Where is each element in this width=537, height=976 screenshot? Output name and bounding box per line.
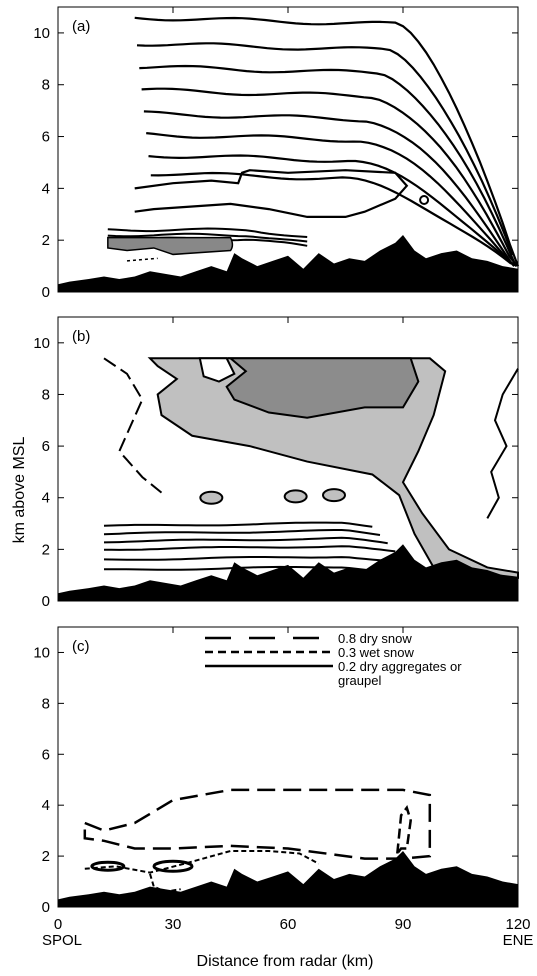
y-axis-title: km above MSL — [11, 437, 28, 544]
x-tick-label: 0 — [54, 916, 62, 933]
y-tick-label: 4 — [42, 180, 50, 197]
dry-snow-contour — [83, 788, 432, 860]
side-contour — [486, 368, 519, 519]
contour-line — [148, 154, 518, 268]
x-tick-label: 30 — [165, 916, 182, 933]
terrain — [58, 544, 518, 601]
y-tick-label: 0 — [42, 593, 50, 610]
graupel-contour — [152, 859, 194, 873]
y-tick-label: 8 — [42, 386, 50, 403]
x-axis-title: Distance from radar (km) — [197, 953, 374, 970]
light-blob — [283, 489, 308, 504]
contour-loop — [419, 195, 430, 206]
stratified-contour — [104, 545, 396, 553]
contour-line — [134, 169, 409, 218]
panel-b: 0 2 4 6 8 10 (b) — [33, 316, 519, 610]
y-tick-label: 2 — [42, 232, 50, 249]
terrain — [58, 851, 518, 907]
legend-label: graupel — [338, 673, 381, 688]
x-tick-label: 90 — [395, 916, 412, 933]
y-tick-label: 10 — [33, 644, 50, 661]
contour-line — [136, 42, 514, 256]
x-tick-label: 60 — [280, 916, 297, 933]
y-tick-label: 4 — [42, 797, 50, 814]
dark-shaded-region — [225, 357, 420, 419]
graupel-contour — [90, 860, 126, 872]
y-tick-label: 10 — [33, 25, 50, 42]
light-blob — [199, 490, 224, 505]
y-tick-label: 8 — [42, 695, 50, 712]
legend-label: 0.2 dry aggregates or — [338, 659, 462, 674]
terrain — [58, 235, 518, 292]
stratified-contour — [103, 556, 404, 564]
dry-snow-contour — [396, 804, 412, 855]
x-end-label-left: SPOL — [42, 932, 82, 949]
panel-tag: (c) — [72, 638, 90, 655]
stratified-contour — [103, 536, 388, 545]
contour-line — [141, 87, 519, 267]
stratified-contour — [103, 529, 381, 536]
y-tick-label: 2 — [42, 541, 50, 558]
x-tick-label: 120 — [505, 916, 530, 933]
clear-region — [198, 357, 236, 383]
y-tick-label: 10 — [33, 335, 50, 352]
dashed-contour — [126, 257, 158, 262]
shaded-region — [107, 236, 234, 256]
y-tick-label: 4 — [42, 490, 50, 507]
contour-line — [134, 16, 520, 267]
y-tick-label: 2 — [42, 848, 50, 865]
x-end-label-right: ENE — [503, 932, 534, 949]
contour-line — [107, 227, 308, 238]
y-tick-label: 6 — [42, 129, 50, 146]
panel-tag: (b) — [72, 328, 90, 345]
panel-a: 0 2 4 6 8 10 (a) — [33, 6, 520, 301]
contour-line — [146, 132, 515, 267]
light-blob — [322, 488, 346, 503]
legend-label: 0.3 wet snow — [338, 645, 414, 660]
y-tick-label: 6 — [42, 438, 50, 455]
stratified-contour — [103, 521, 373, 528]
side-contour — [103, 357, 163, 494]
y-tick-label: 6 — [42, 746, 50, 763]
panel-tag: (a) — [72, 18, 90, 35]
legend-label: 0.8 dry snow — [338, 631, 412, 646]
contour-line — [139, 64, 516, 265]
contour-line — [150, 171, 512, 265]
y-tick-label: 0 — [42, 284, 50, 301]
contour-line — [143, 110, 513, 265]
contour-line — [107, 232, 308, 243]
y-tick-label: 0 — [42, 899, 50, 916]
y-tick-label: 8 — [42, 77, 50, 94]
